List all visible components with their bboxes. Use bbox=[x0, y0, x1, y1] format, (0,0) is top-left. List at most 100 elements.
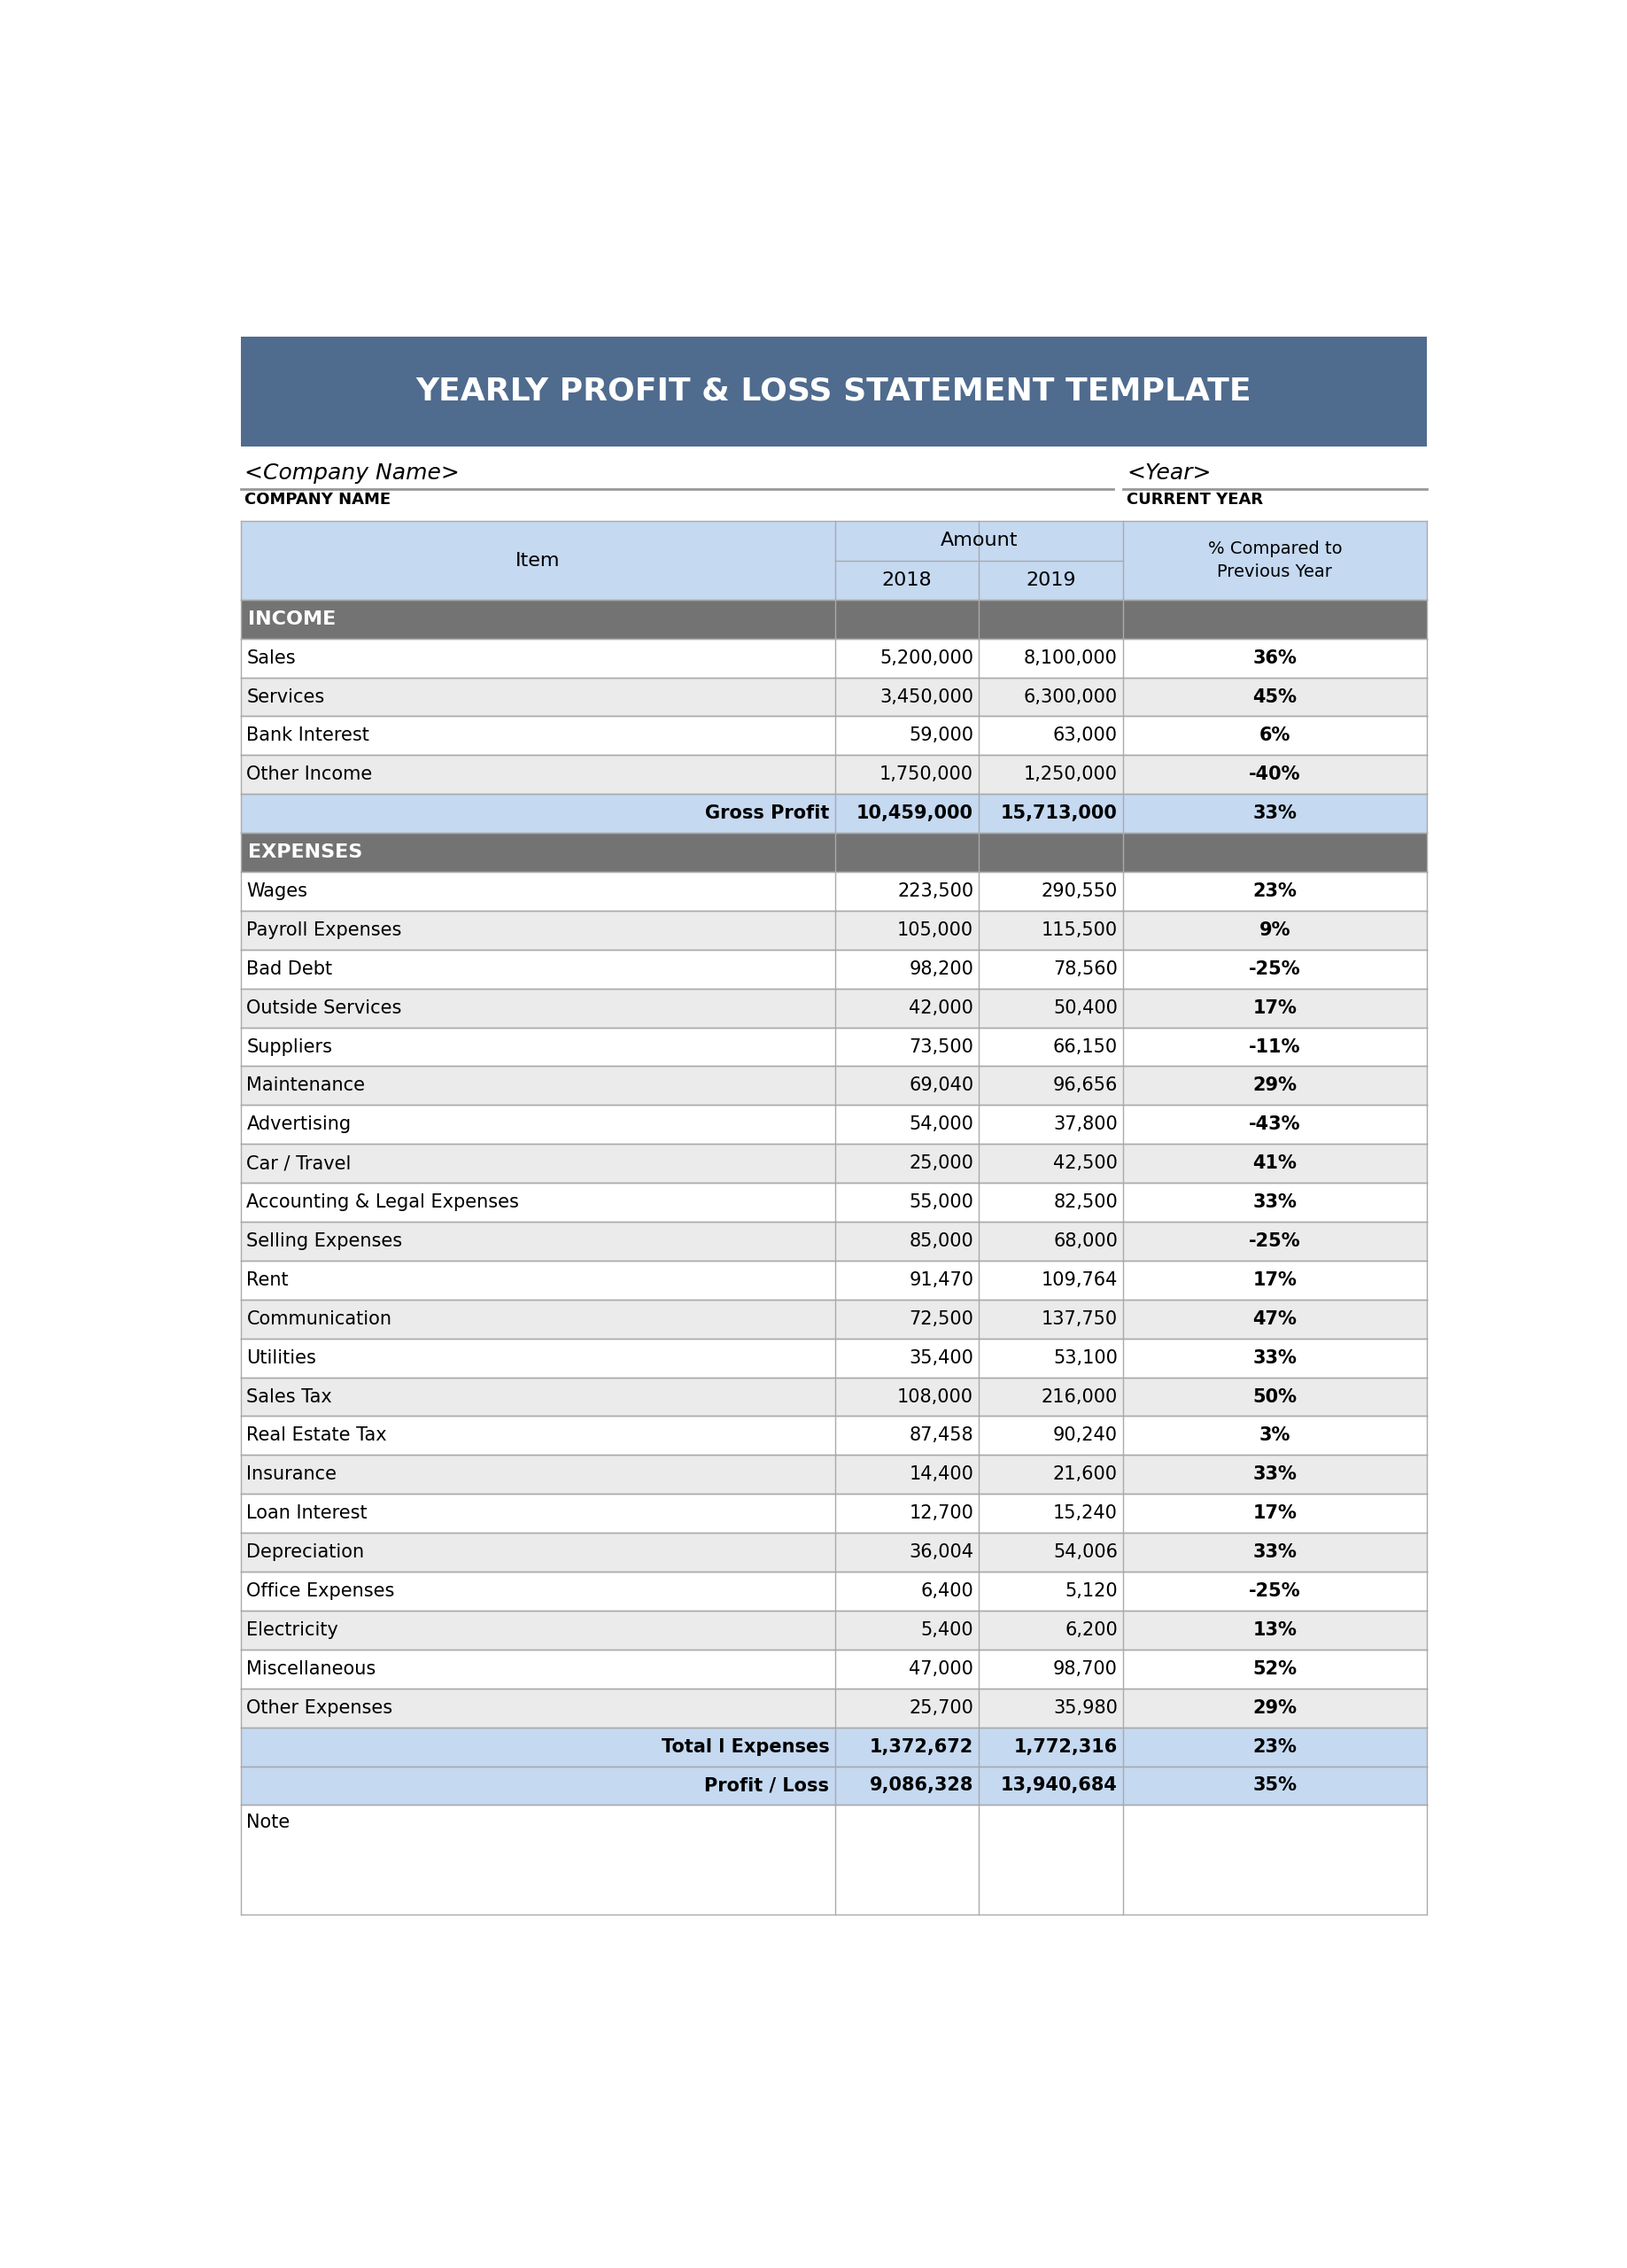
Text: 66,150: 66,150 bbox=[1053, 1039, 1118, 1055]
FancyBboxPatch shape bbox=[241, 755, 1427, 794]
Text: Loan Interest: Loan Interest bbox=[247, 1504, 368, 1522]
FancyBboxPatch shape bbox=[241, 950, 1427, 989]
Text: 45%: 45% bbox=[1253, 687, 1297, 705]
Text: 35,400: 35,400 bbox=[909, 1349, 973, 1368]
Text: 17%: 17% bbox=[1253, 1504, 1297, 1522]
FancyBboxPatch shape bbox=[241, 1143, 1427, 1184]
Text: -11%: -11% bbox=[1250, 1039, 1300, 1055]
Text: 223,500: 223,500 bbox=[896, 882, 973, 900]
Text: 25,000: 25,000 bbox=[909, 1154, 973, 1173]
Text: Note: Note bbox=[247, 1812, 290, 1830]
Text: <Year>: <Year> bbox=[1126, 463, 1210, 483]
Text: Gross Profit: Gross Profit bbox=[704, 805, 830, 823]
Text: 15,713,000: 15,713,000 bbox=[1001, 805, 1118, 823]
Text: 3,450,000: 3,450,000 bbox=[880, 687, 973, 705]
Text: 54,000: 54,000 bbox=[909, 1116, 973, 1134]
FancyBboxPatch shape bbox=[241, 1728, 1427, 1767]
Text: 72,500: 72,500 bbox=[909, 1311, 973, 1327]
Text: 14,400: 14,400 bbox=[909, 1465, 973, 1483]
Text: 55,000: 55,000 bbox=[909, 1193, 973, 1211]
Text: 108,000: 108,000 bbox=[898, 1388, 973, 1406]
FancyBboxPatch shape bbox=[241, 1495, 1427, 1533]
Text: 5,400: 5,400 bbox=[921, 1622, 973, 1640]
Text: 69,040: 69,040 bbox=[909, 1077, 973, 1095]
Text: 6,300,000: 6,300,000 bbox=[1023, 687, 1118, 705]
Text: 290,550: 290,550 bbox=[1041, 882, 1118, 900]
Text: 35%: 35% bbox=[1253, 1776, 1297, 1794]
Text: CURRENT YEAR: CURRENT YEAR bbox=[1126, 492, 1263, 508]
Text: 33%: 33% bbox=[1253, 1545, 1297, 1560]
FancyBboxPatch shape bbox=[241, 1649, 1427, 1687]
Text: Amount: Amount bbox=[940, 533, 1019, 549]
FancyBboxPatch shape bbox=[241, 1610, 1427, 1649]
Text: 41%: 41% bbox=[1253, 1154, 1297, 1173]
Text: 2018: 2018 bbox=[882, 572, 932, 590]
Text: 87,458: 87,458 bbox=[909, 1427, 973, 1445]
Text: -25%: -25% bbox=[1250, 959, 1302, 978]
Text: Payroll Expenses: Payroll Expenses bbox=[247, 921, 402, 939]
Text: % Compared to
Previous Year: % Compared to Previous Year bbox=[1207, 540, 1342, 581]
Text: 33%: 33% bbox=[1253, 1349, 1297, 1368]
Text: 6%: 6% bbox=[1259, 726, 1290, 744]
Text: 1,250,000: 1,250,000 bbox=[1023, 767, 1118, 782]
FancyBboxPatch shape bbox=[241, 1533, 1427, 1572]
Text: 1,772,316: 1,772,316 bbox=[1014, 1737, 1118, 1755]
Text: 9%: 9% bbox=[1259, 921, 1290, 939]
FancyBboxPatch shape bbox=[241, 794, 1427, 832]
Text: 78,560: 78,560 bbox=[1053, 959, 1118, 978]
FancyBboxPatch shape bbox=[241, 1687, 1427, 1728]
FancyBboxPatch shape bbox=[241, 1415, 1427, 1456]
Text: 47%: 47% bbox=[1253, 1311, 1297, 1327]
FancyBboxPatch shape bbox=[241, 871, 1427, 912]
Text: 3%: 3% bbox=[1259, 1427, 1290, 1445]
Text: 33%: 33% bbox=[1253, 1465, 1297, 1483]
Text: 1,750,000: 1,750,000 bbox=[880, 767, 973, 782]
Text: INCOME: INCOME bbox=[247, 610, 335, 628]
FancyBboxPatch shape bbox=[241, 1338, 1427, 1377]
Text: 53,100: 53,100 bbox=[1053, 1349, 1118, 1368]
Text: -40%: -40% bbox=[1250, 767, 1300, 782]
Text: 50,400: 50,400 bbox=[1053, 998, 1118, 1016]
Text: YEARLY PROFIT & LOSS STATEMENT TEMPLATE: YEARLY PROFIT & LOSS STATEMENT TEMPLATE bbox=[417, 376, 1251, 406]
Text: 109,764: 109,764 bbox=[1041, 1270, 1118, 1288]
Text: 68,000: 68,000 bbox=[1053, 1232, 1118, 1250]
Text: 36%: 36% bbox=[1253, 649, 1297, 667]
Text: <Company Name>: <Company Name> bbox=[244, 463, 460, 483]
Text: Total l Expenses: Total l Expenses bbox=[661, 1737, 830, 1755]
Text: Real Estate Tax: Real Estate Tax bbox=[247, 1427, 387, 1445]
Text: Communication: Communication bbox=[247, 1311, 392, 1327]
Text: 15,240: 15,240 bbox=[1053, 1504, 1118, 1522]
Text: 82,500: 82,500 bbox=[1053, 1193, 1118, 1211]
Text: Bad Debt: Bad Debt bbox=[247, 959, 332, 978]
Text: Item: Item bbox=[516, 551, 560, 569]
FancyBboxPatch shape bbox=[241, 1261, 1427, 1300]
Text: 33%: 33% bbox=[1253, 1193, 1297, 1211]
Text: 2019: 2019 bbox=[1027, 572, 1075, 590]
Text: 13,940,684: 13,940,684 bbox=[1001, 1776, 1118, 1794]
Text: 115,500: 115,500 bbox=[1041, 921, 1118, 939]
Text: Other Expenses: Other Expenses bbox=[247, 1699, 392, 1717]
Text: Rent: Rent bbox=[247, 1270, 290, 1288]
Text: 52%: 52% bbox=[1253, 1660, 1297, 1678]
FancyBboxPatch shape bbox=[241, 522, 1427, 599]
Text: 6,400: 6,400 bbox=[921, 1583, 973, 1599]
Text: Sales: Sales bbox=[247, 649, 296, 667]
Text: 33%: 33% bbox=[1253, 805, 1297, 823]
Text: 8,100,000: 8,100,000 bbox=[1023, 649, 1118, 667]
FancyBboxPatch shape bbox=[241, 912, 1427, 950]
Text: Utilities: Utilities bbox=[247, 1349, 317, 1368]
Text: 1,372,672: 1,372,672 bbox=[870, 1737, 973, 1755]
Text: 96,656: 96,656 bbox=[1053, 1077, 1118, 1095]
Text: 36,004: 36,004 bbox=[909, 1545, 973, 1560]
Text: Maintenance: Maintenance bbox=[247, 1077, 366, 1095]
Text: Services: Services bbox=[247, 687, 325, 705]
FancyBboxPatch shape bbox=[241, 1184, 1427, 1222]
Text: Wages: Wages bbox=[247, 882, 308, 900]
FancyBboxPatch shape bbox=[241, 1767, 1427, 1805]
Text: 42,000: 42,000 bbox=[909, 998, 973, 1016]
FancyBboxPatch shape bbox=[241, 1300, 1427, 1338]
Text: Accounting & Legal Expenses: Accounting & Legal Expenses bbox=[247, 1193, 519, 1211]
FancyBboxPatch shape bbox=[241, 1377, 1427, 1415]
Text: 216,000: 216,000 bbox=[1041, 1388, 1118, 1406]
Text: 25,700: 25,700 bbox=[909, 1699, 973, 1717]
